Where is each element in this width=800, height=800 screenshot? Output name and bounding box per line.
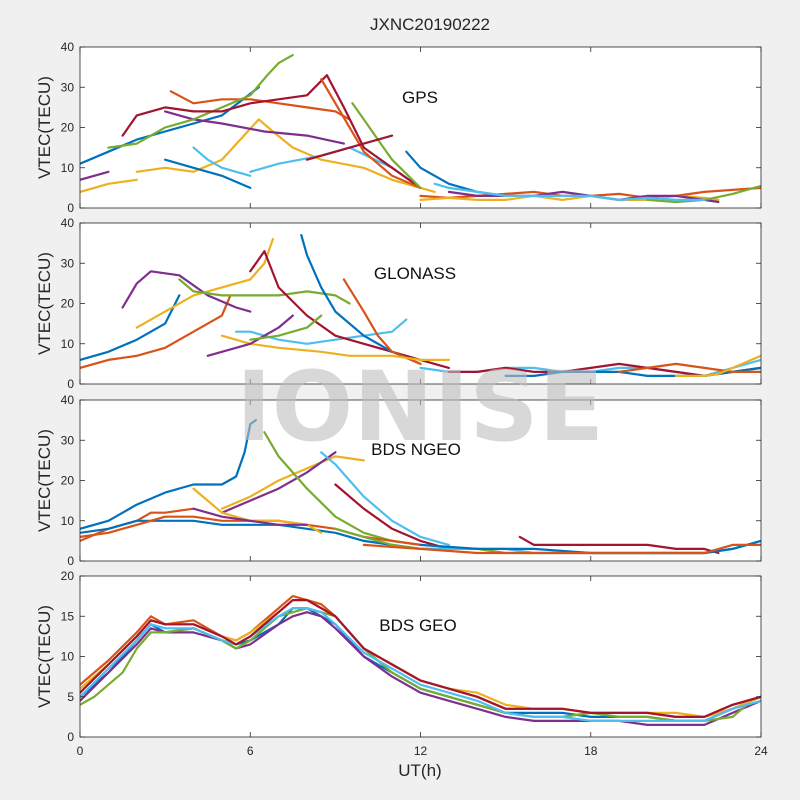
panel-3: 0 10 20 30 40 VTEC(TECU) BDS NGEO — [35, 393, 762, 568]
series-line-11 — [192, 507, 309, 526]
x-tick-label: 0 — [77, 744, 84, 758]
series-line-14 — [518, 535, 720, 555]
y-tick-label: 40 — [61, 393, 75, 407]
y-tick-label: 0 — [67, 554, 74, 568]
series-line-3 — [135, 238, 274, 329]
y-tick-label: 10 — [61, 337, 75, 351]
series-line-4 — [164, 110, 345, 145]
y-tick-label: 5 — [67, 690, 74, 704]
y-tick-label: 20 — [61, 569, 75, 583]
panel-1: 0 10 20 30 40 VTEC(TECU) GPS — [35, 40, 762, 215]
y-axis-label: VTEC(TECU) — [35, 76, 54, 179]
series-line-11 — [206, 314, 294, 357]
series-line-4 — [220, 451, 337, 514]
series-line-10 — [192, 487, 323, 534]
y-tick-label: 30 — [61, 80, 75, 94]
figure-title: JXNC20190222 — [370, 15, 490, 34]
series-line-2 — [80, 507, 195, 543]
panel-label: GPS — [402, 88, 438, 107]
series-line-12 — [249, 314, 323, 341]
series-line-5 — [178, 278, 351, 305]
panel-label: BDS GEO — [379, 616, 456, 635]
panels-group: 0 10 20 30 40 VTEC(TECU) GPS 0 10 20 30 40 VTEC(TECU… — [35, 40, 768, 758]
series-line-17 — [674, 354, 761, 377]
series-line-16 — [617, 362, 761, 373]
panel-4: 0 5 10 15 20 0 6 12 18 24 VTEC(TECU) BDS GEO — [35, 569, 768, 758]
panel-label: BDS NGEO — [371, 440, 461, 459]
series-line-9 — [342, 278, 422, 365]
series-group — [80, 234, 761, 377]
y-axis-label: VTEC(TECU) — [35, 605, 54, 708]
plot-area — [80, 223, 761, 384]
y-tick-label: 40 — [61, 40, 75, 54]
y-tick-label: 0 — [67, 377, 74, 391]
series-line-8 — [164, 158, 252, 189]
series-line-2 — [80, 294, 232, 369]
plot-area — [80, 576, 761, 737]
series-line-10 — [80, 178, 138, 193]
y-tick-label: 30 — [61, 433, 75, 447]
series-line-1 — [80, 419, 257, 530]
series-line-6 — [320, 451, 450, 547]
series-line-20 — [433, 182, 706, 201]
series-line-1 — [80, 294, 181, 361]
series-line-7 — [80, 598, 761, 719]
y-tick-label: 10 — [61, 514, 75, 528]
series-line-7 — [121, 74, 422, 189]
series-line-1 — [80, 86, 260, 165]
series-line-6 — [80, 607, 761, 723]
series-line-3 — [220, 455, 365, 510]
y-tick-label: 0 — [67, 730, 74, 744]
x-tick-label: 6 — [247, 744, 254, 758]
series-line-4 — [121, 270, 252, 313]
y-tick-label: 20 — [61, 121, 75, 135]
series-line-9 — [320, 78, 422, 189]
plot-area — [80, 47, 761, 208]
panel-label: GLONASS — [374, 264, 456, 283]
plot-area — [80, 400, 761, 561]
series-line-11 — [80, 170, 110, 181]
y-axis-label: VTEC(TECU) — [35, 252, 54, 355]
watermark: IONISE — [236, 351, 604, 463]
y-axis-label: VTEC(TECU) — [35, 429, 54, 532]
series-line-16 — [362, 543, 761, 555]
y-tick-label: 10 — [61, 161, 75, 175]
series-group — [80, 594, 761, 727]
y-tick-label: 20 — [61, 474, 75, 488]
x-tick-label: 12 — [414, 744, 428, 758]
series-line-10 — [220, 334, 450, 361]
y-tick-label: 20 — [61, 297, 75, 311]
series-line-13 — [192, 146, 252, 177]
series-line-5 — [107, 53, 294, 149]
series-group — [80, 419, 761, 555]
x-tick-label: 18 — [584, 744, 598, 758]
y-tick-label: 0 — [67, 201, 74, 215]
y-tick-label: 40 — [61, 216, 75, 230]
series-line-6 — [235, 318, 408, 345]
x-tick-label: 24 — [754, 744, 768, 758]
series-line-14 — [305, 134, 394, 161]
y-tick-label: 10 — [61, 650, 75, 664]
series-group — [80, 53, 761, 204]
panel-2: 0 10 20 30 40 VTEC(TECU) GLONASS — [35, 216, 762, 391]
series-line-7 — [249, 250, 450, 369]
series-line-8 — [80, 519, 422, 551]
y-tick-label: 30 — [61, 256, 75, 270]
series-line-4 — [80, 611, 761, 727]
y-tick-label: 15 — [61, 609, 75, 623]
x-axis-label: UT(h) — [398, 761, 441, 780]
